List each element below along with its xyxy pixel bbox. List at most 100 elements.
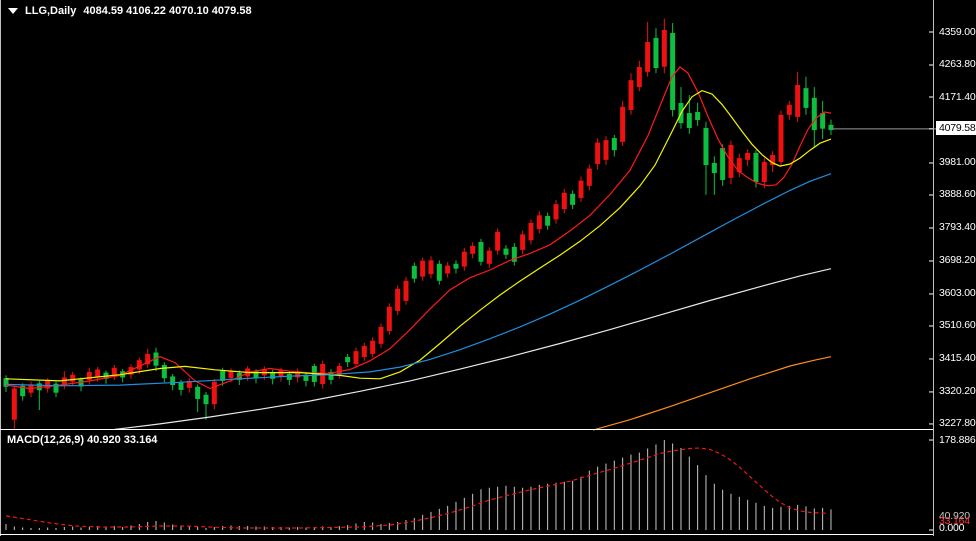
macd-signal-value-label: 33.164: [939, 515, 970, 527]
candle-body: [828, 124, 834, 131]
candle-body: [620, 106, 626, 142]
price-axis-label: 4171.40: [939, 90, 976, 103]
candle-body: [145, 353, 151, 365]
candle-body: [278, 370, 284, 377]
price-axis-label: 4359.00: [939, 25, 976, 38]
candle-body: [761, 161, 767, 183]
candle-body: [111, 367, 117, 376]
candle-body: [345, 357, 351, 363]
candle-body: [511, 246, 517, 262]
candle-body: [370, 340, 376, 354]
candle-body: [778, 114, 784, 162]
candle-body: [486, 250, 492, 264]
candle-body: [720, 148, 726, 180]
price-axis-label: 3320.20: [939, 385, 976, 398]
candle-body: [703, 127, 709, 166]
candle-body: [220, 370, 226, 381]
candle-body: [170, 376, 176, 386]
candle-body: [395, 288, 401, 311]
candle-body: [211, 381, 217, 405]
candle-body: [3, 378, 9, 387]
candle-body: [695, 112, 701, 121]
candle-body: [386, 306, 392, 332]
candle-body: [811, 97, 817, 131]
candle-body: [736, 158, 742, 172]
candle-body: [536, 215, 542, 230]
candle-body: [503, 248, 509, 255]
candle-body: [470, 245, 476, 254]
candle-body: [128, 367, 134, 375]
candle-body: [453, 263, 459, 269]
symbol-ohlc-values: 4084.59 4106.22 4070.10 4079.58: [83, 5, 252, 17]
candle-body: [70, 374, 76, 382]
candle-body: [628, 80, 634, 110]
macd-indicator-label: MACD(12,26,9) 40.920 33.164: [7, 434, 158, 446]
price-axis-label: 3415.40: [939, 352, 976, 365]
candle-body: [270, 372, 276, 379]
price-axis-label: 3981.00: [939, 156, 976, 169]
candle-body: [86, 371, 92, 380]
candle-body: [645, 42, 651, 72]
candle-body: [186, 380, 192, 388]
candle-body: [303, 374, 309, 381]
candle-body: [786, 104, 792, 115]
price-axis-label: 3698.20: [939, 254, 976, 267]
price-axis-label: 3227.80: [939, 417, 976, 430]
candle-body: [95, 369, 101, 378]
candle-body: [403, 280, 409, 301]
candle-body: [361, 345, 367, 358]
candle-body: [661, 29, 667, 67]
candle-body: [136, 360, 142, 370]
symbol-label: LLG,Daily: [25, 5, 77, 17]
candle-body: [378, 326, 384, 344]
candle-body: [528, 222, 534, 241]
candle-body: [461, 251, 467, 267]
candle-body: [336, 366, 342, 375]
candle-body: [195, 386, 201, 399]
price-axis-label: 3603.00: [939, 287, 976, 300]
candle-body: [670, 33, 676, 110]
candle-body: [411, 265, 417, 279]
candle-body: [61, 377, 67, 386]
candle-body: [653, 37, 659, 69]
candle-body: [445, 265, 451, 274]
candle-body: [561, 192, 567, 210]
candle-body: [578, 180, 584, 198]
candle-body: [428, 260, 434, 275]
candle-body: [745, 152, 751, 160]
ma-slower-white: [114, 268, 832, 430]
candle-body: [178, 382, 184, 390]
price-axis-label: 3793.40: [939, 221, 976, 234]
ma-mid-yellow: [5, 89, 832, 382]
candle-body: [78, 379, 84, 387]
candle-body: [770, 155, 776, 166]
macd-axis-zero-label: 0.000: [939, 522, 965, 534]
candle-body: [795, 85, 801, 117]
candle-body: [36, 383, 42, 391]
ma-longest-orange: [592, 356, 832, 431]
symbol-dropdown-icon[interactable]: [8, 8, 18, 14]
candle-body: [420, 260, 426, 277]
candle-body: [53, 383, 59, 393]
candle-body: [686, 113, 692, 128]
current-price-tag: 4079.58: [936, 121, 976, 135]
candle-body: [286, 373, 292, 380]
candle-body: [161, 364, 167, 379]
candle-body: [820, 113, 826, 129]
candle-body: [545, 215, 551, 226]
candle-body: [553, 204, 559, 220]
macd-signal-line: [5, 447, 829, 529]
price-axis-label: 3888.60: [939, 188, 976, 201]
price-axis-label: 3510.60: [939, 319, 976, 332]
candle-body: [11, 388, 17, 420]
macd-axis-max-label: 178.886: [939, 434, 976, 446]
candle-body: [603, 140, 609, 160]
candle-body: [611, 138, 617, 151]
symbol-title-bar: LLG,Daily 4084.59 4106.22 4070.10 4079.58: [8, 5, 252, 17]
candle-body: [228, 371, 234, 379]
candle-body: [803, 88, 809, 108]
candle-body: [353, 351, 359, 364]
candle-body: [436, 263, 442, 281]
